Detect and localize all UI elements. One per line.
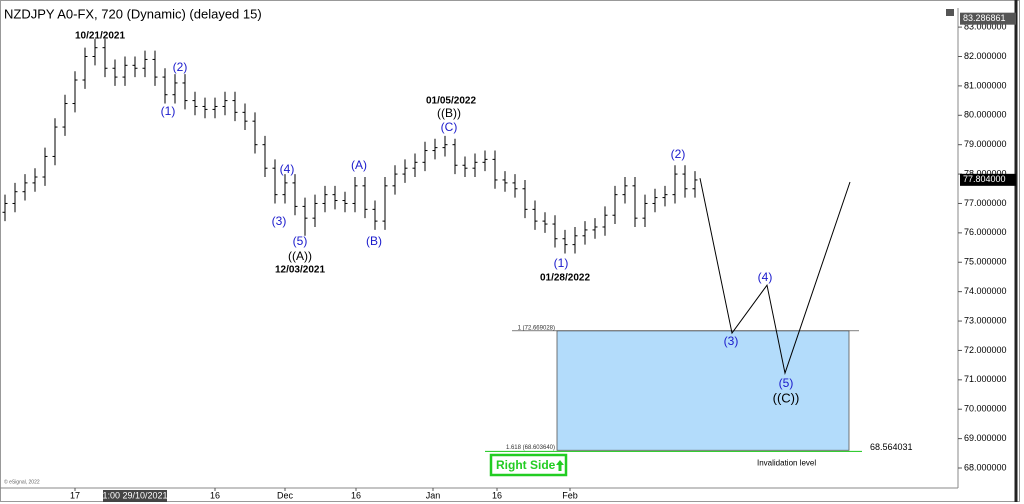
wave-label: (5) xyxy=(779,376,794,390)
wave-label: (2) xyxy=(173,60,188,74)
y-tick-label: 80.000000 xyxy=(964,110,1007,120)
y-tick-label: 74.000000 xyxy=(964,286,1007,296)
y-tick-label: 68.000000 xyxy=(964,462,1007,472)
cursor-label: 1:00 29/10/2021 xyxy=(102,490,167,500)
wave-label: ((A)) xyxy=(288,249,312,263)
wave-label: 01/05/2022 xyxy=(426,96,476,107)
cursor-box xyxy=(103,490,167,502)
wave-label: 01/28/2022 xyxy=(540,273,590,284)
projection-line xyxy=(699,178,851,375)
fib-label: 1.618 (68.603640) xyxy=(506,445,555,451)
y-tick-label: 73.000000 xyxy=(964,315,1007,325)
invalidation-value: 68.564031 xyxy=(870,442,913,452)
wave-label: 10/21/2021 xyxy=(75,31,125,42)
y-tick-label: 83.000000 xyxy=(964,21,1007,31)
y-tick-label: 82.000000 xyxy=(964,51,1007,61)
y-tick-label: 70.000000 xyxy=(964,404,1007,414)
wave-label: (4) xyxy=(280,162,295,176)
price-marker-label: 77.804000 xyxy=(963,174,1006,184)
y-tick-label: 76.000000 xyxy=(964,227,1007,237)
wave-label: (2) xyxy=(671,147,686,161)
button-arrow xyxy=(556,460,564,471)
y-tick-label: 81.000000 xyxy=(964,80,1007,90)
window-button[interactable] xyxy=(946,9,954,16)
wave-label: ((C)) xyxy=(773,390,800,405)
x-tick-label: Feb xyxy=(562,490,578,500)
y-tick-label: 78.000000 xyxy=(964,168,1007,178)
wave-label: ((B)) xyxy=(437,106,461,120)
y-tick-label: 72.000000 xyxy=(964,345,1007,355)
wave-label: 12/03/2021 xyxy=(275,265,325,276)
x-tick-label: 16 xyxy=(351,490,361,500)
target-box xyxy=(556,330,850,451)
copyright: © eSignal, 2022 xyxy=(4,478,40,485)
price-marker xyxy=(960,173,1016,186)
y-tick-label: 77.000000 xyxy=(964,198,1007,208)
button-box xyxy=(489,453,568,477)
fib-label: 1 (72.669028) xyxy=(518,325,555,331)
y-tick-label: 71.000000 xyxy=(964,374,1007,384)
wave-label: (3) xyxy=(724,334,739,348)
wave-label: (4) xyxy=(758,270,773,284)
wave-label: (1) xyxy=(554,256,569,270)
right-side-button[interactable]: Right Side xyxy=(489,453,568,477)
invalidation-text: Invalidation level xyxy=(757,459,816,468)
wave-label: (C) xyxy=(441,120,458,134)
wave-label: (3) xyxy=(272,214,287,228)
wave-label: (B) xyxy=(366,234,382,248)
chart-title: NZDJPY A0-FX, 720 (Dynamic) (delayed 15) xyxy=(4,6,262,21)
x-tick-label: 17 xyxy=(70,490,80,500)
button-text: Right Side xyxy=(496,458,556,472)
y-tick-label: 69.000000 xyxy=(964,433,1007,443)
wave-label: (A) xyxy=(351,158,367,172)
x-tick-label: Dec xyxy=(277,490,294,500)
x-tick-label: 16 xyxy=(492,490,502,500)
y-tick-label: 75.000000 xyxy=(964,257,1007,267)
x-tick-label: 16 xyxy=(210,490,220,500)
wave-label: (5) xyxy=(293,234,308,248)
price-marker-label: 83.286861 xyxy=(963,13,1006,23)
price-marker xyxy=(960,12,1016,25)
y-tick-label: 79.000000 xyxy=(964,139,1007,149)
wave-label: (1) xyxy=(161,104,176,118)
x-tick-label: Jan xyxy=(426,490,441,500)
